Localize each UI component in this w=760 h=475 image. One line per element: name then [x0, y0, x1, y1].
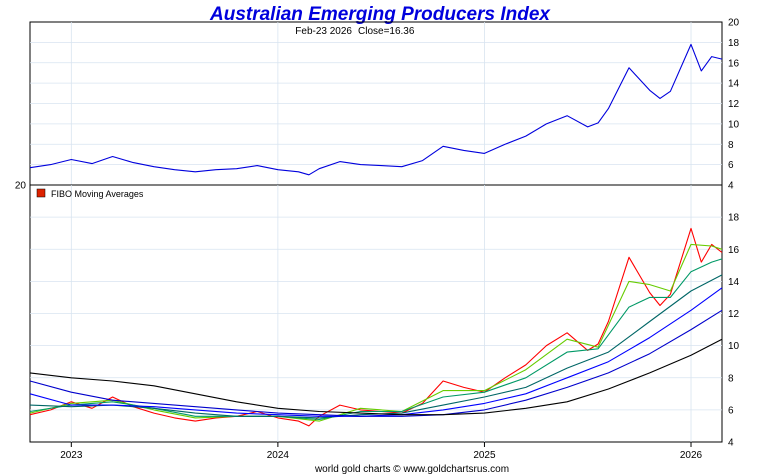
bottom-y-tick-label: 18	[728, 213, 740, 224]
bottom-panel-y-axis: 4 6 8 10 12 14 16 18 20	[15, 181, 740, 449]
x-axis: 2023 2024 2025 2026	[60, 442, 703, 461]
subtitle-close: Close=16.36	[358, 26, 415, 37]
bottom-y-tick-label: 8	[728, 373, 734, 384]
top-y-tick-label: 10	[728, 119, 740, 130]
bottom-series-ma-longest	[29, 338, 723, 416]
bottom-y-tick-label: 4	[728, 438, 734, 449]
bottom-series-ma-short-2	[29, 258, 723, 421]
top-y-tick-label: 8	[728, 140, 734, 151]
x-tick-label: 2026	[680, 450, 703, 461]
footer-credit: world gold charts © www.goldchartsrus.co…	[314, 464, 509, 475]
bottom-y-tick-label: 14	[728, 277, 740, 288]
x-tick-label: 2025	[473, 450, 496, 461]
top-panel-series	[29, 43, 723, 176]
x-tick-label: 2023	[60, 450, 83, 461]
bottom-y-tick-label: 6	[728, 405, 734, 416]
top-panel-y-axis: 4 6 8 10 12 14 16 18 20	[728, 18, 740, 192]
top-y-tick-label: 18	[728, 38, 740, 49]
legend-swatch	[36, 188, 46, 198]
bottom-panel-series	[29, 227, 723, 427]
bottom-series-ma-long-2	[29, 309, 723, 417]
x-tick-label: 2024	[267, 450, 290, 461]
chart-title: Australian Emerging Producers Index	[209, 4, 551, 25]
top-y-tick-label: 16	[728, 58, 740, 69]
top-series-index	[29, 43, 723, 176]
bottom-series-ma-long-1	[29, 287, 723, 417]
top-y-tick-label: 12	[728, 99, 740, 110]
bottom-y-tick-label: 10	[728, 341, 740, 352]
bottom-series-ma-short-1	[29, 243, 723, 422]
bottom-series-price	[29, 227, 723, 427]
top-y-tick-label: 6	[728, 160, 734, 171]
top-y-tick-label: 14	[728, 79, 740, 90]
top-panel-grid	[30, 22, 722, 185]
bottom-y-tick-label: 20	[15, 181, 27, 192]
bottom-y-tick-label: 16	[728, 245, 740, 256]
bottom-panel-grid	[30, 185, 722, 442]
top-y-tick-label: 4	[728, 181, 734, 192]
bottom-y-tick-label: 12	[728, 309, 740, 320]
legend-label: FIBO Moving Averages	[51, 189, 144, 199]
subtitle-date: Feb-23 2026	[295, 26, 352, 37]
top-y-tick-label: 20	[728, 18, 740, 29]
bottom-series-ma-medium	[29, 274, 723, 419]
